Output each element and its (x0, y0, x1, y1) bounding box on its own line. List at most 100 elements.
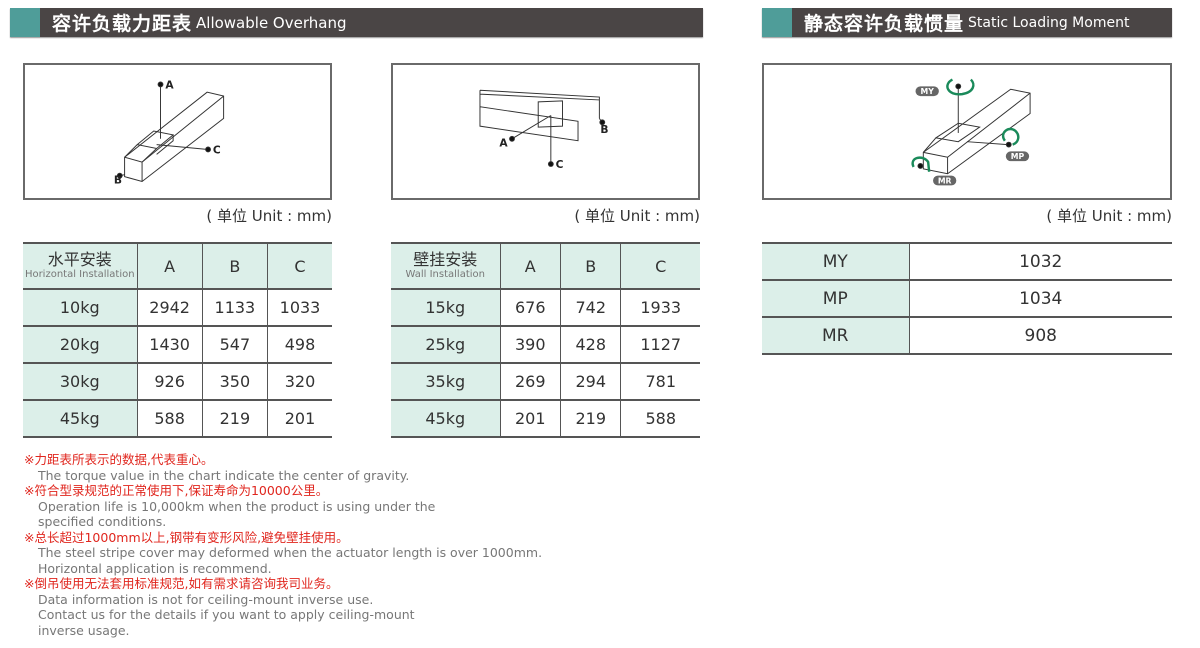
value-cell: 926 (136, 363, 203, 401)
table-row: MR 908 (762, 317, 1172, 355)
value-cell: 294 (559, 363, 621, 401)
note-cn: ※倒吊使用无法套用标准规范,如有需求请咨询我司业务。 (24, 576, 339, 591)
note-en: The steel stripe cover may deformed when… (38, 545, 543, 560)
table-row: 10kg 2942 1133 1033 (23, 288, 332, 327)
value-cell: 742 (559, 288, 621, 327)
label-my: MY (921, 87, 935, 96)
table-row: 20kg 1430 547 498 (23, 326, 332, 364)
header-cn: 壁挂安装 (413, 250, 478, 269)
value-cell: 547 (201, 326, 268, 364)
value-cell: 1133 (201, 288, 268, 327)
label-a: A (499, 137, 508, 150)
value-cell: 498 (267, 326, 332, 364)
label-mr: MR (938, 176, 952, 185)
accent-block (762, 8, 792, 37)
overhang-title-en: Allowable Overhang (196, 13, 347, 32)
value-cell: 1033 (267, 288, 332, 327)
label-b: B (600, 123, 608, 136)
load-cell: 35kg (391, 363, 500, 401)
table-row: 15kg 676 742 1933 (391, 288, 700, 327)
header-en: Wall Installation (405, 269, 486, 280)
label-a: A (165, 78, 174, 91)
value-cell: 588 (136, 400, 203, 438)
table-row: MY 1032 (762, 242, 1172, 281)
load-cell: 10kg (23, 288, 137, 327)
moment-title-en: Static Loading Moment (968, 14, 1130, 31)
moment-value: 1032 (908, 242, 1172, 281)
note-cn: ※符合型录规范的正常使用下,保证寿命为10000公里。 (24, 483, 329, 498)
load-cell: 45kg (23, 400, 137, 438)
notes: ※力距表所表示的数据,代表重心。 The torque value in the … (24, 452, 542, 638)
table-row: 45kg 201 219 588 (391, 400, 700, 438)
note-en: inverse usage. (38, 622, 130, 638)
col-c: C (267, 242, 332, 290)
value-cell: 781 (620, 363, 700, 401)
value-cell: 390 (499, 326, 561, 364)
load-cell: 30kg (23, 363, 137, 401)
wall-table: 壁挂安装 Wall Installation A B C 15kg 676 742 19… (391, 242, 700, 438)
note-en: Data information is not for ceiling-moun… (38, 591, 374, 607)
value-cell: 201 (267, 400, 332, 438)
label-mp: MP (1011, 152, 1025, 161)
note-en: The torque value in the chart indicate t… (38, 467, 410, 483)
moment-table: MY 1032 MP 1034 MR 908 (762, 242, 1172, 355)
moment-diagram: MY MP MR (762, 63, 1172, 200)
value-cell: 2942 (136, 288, 203, 327)
col-b: B (559, 242, 621, 290)
note-en: Horizontal application is recommend. (38, 560, 272, 576)
value-cell: 219 (201, 400, 268, 438)
moment-value: 1034 (908, 280, 1172, 318)
unit-label: ( 单位 Unit : mm) (206, 207, 332, 225)
value-cell: 320 (267, 363, 332, 401)
load-cell: 45kg (391, 400, 500, 438)
value-cell: 269 (499, 363, 561, 401)
value-cell: 1127 (620, 326, 700, 364)
overhang-title-cn: 容许负载力距表 (52, 13, 193, 35)
col-b: B (201, 242, 268, 290)
label-c: C (213, 143, 221, 156)
col-c: C (620, 242, 700, 290)
moment-value: 908 (908, 317, 1172, 355)
table-header: 水平安装 Horizontal Installation A B C (23, 242, 332, 290)
moment-title-cn: 静态容许负载惯量 (804, 13, 965, 35)
table-row: MP 1034 (762, 280, 1172, 318)
note-en: Contact us for the details if you want t… (38, 607, 415, 622)
table-row: 30kg 926 350 320 (23, 363, 332, 401)
value-cell: 1933 (620, 288, 700, 327)
note-en: Operation life is 10,000km when the prod… (38, 498, 436, 514)
note-cn: ※力距表所表示的数据,代表重心。 (24, 452, 214, 467)
value-cell: 676 (499, 288, 561, 327)
col-a: A (499, 242, 561, 290)
value-cell: 201 (499, 400, 561, 438)
moment-header: 静态容许负载惯量 Static Loading Moment (762, 8, 1172, 37)
table-row: 45kg 588 219 201 (23, 400, 332, 438)
load-cell: 20kg (23, 326, 137, 364)
horizontal-diagram: A C B (23, 63, 332, 200)
unit-label: ( 单位 Unit : mm) (574, 207, 700, 225)
wall-diagram: C A B (391, 63, 700, 200)
moment-name: MY (762, 242, 909, 281)
col-a: A (136, 242, 203, 290)
load-cell: 25kg (391, 326, 500, 364)
moment-name: MR (762, 317, 909, 355)
value-cell: 428 (559, 326, 621, 364)
label-b: B (114, 173, 122, 186)
table-header: 壁挂安装 Wall Installation A B C (391, 242, 700, 290)
table-row: 35kg 269 294 781 (391, 363, 700, 401)
header-en: Horizontal Installation (24, 269, 135, 280)
label-c: C (556, 158, 564, 171)
value-cell: 219 (559, 400, 621, 438)
overhang-header: 容许负载力距表 Allowable Overhang (10, 8, 703, 37)
load-cell: 15kg (391, 288, 500, 327)
horizontal-table: 水平安装 Horizontal Installation A B C 10kg 29… (23, 242, 332, 438)
unit-label: ( 单位 Unit : mm) (1046, 207, 1172, 225)
value-cell: 588 (620, 400, 700, 438)
value-cell: 350 (201, 363, 268, 401)
table-row: 25kg 390 428 1127 (391, 326, 700, 364)
header-cn: 水平安装 (47, 250, 112, 269)
value-cell: 1430 (136, 326, 203, 364)
accent-block (10, 8, 40, 37)
note-cn: ※总长超过1000mm以上,钢带有变形风险,避免壁挂使用。 (24, 529, 349, 545)
moment-name: MP (762, 280, 909, 318)
note-en: specified conditions. (38, 514, 167, 529)
